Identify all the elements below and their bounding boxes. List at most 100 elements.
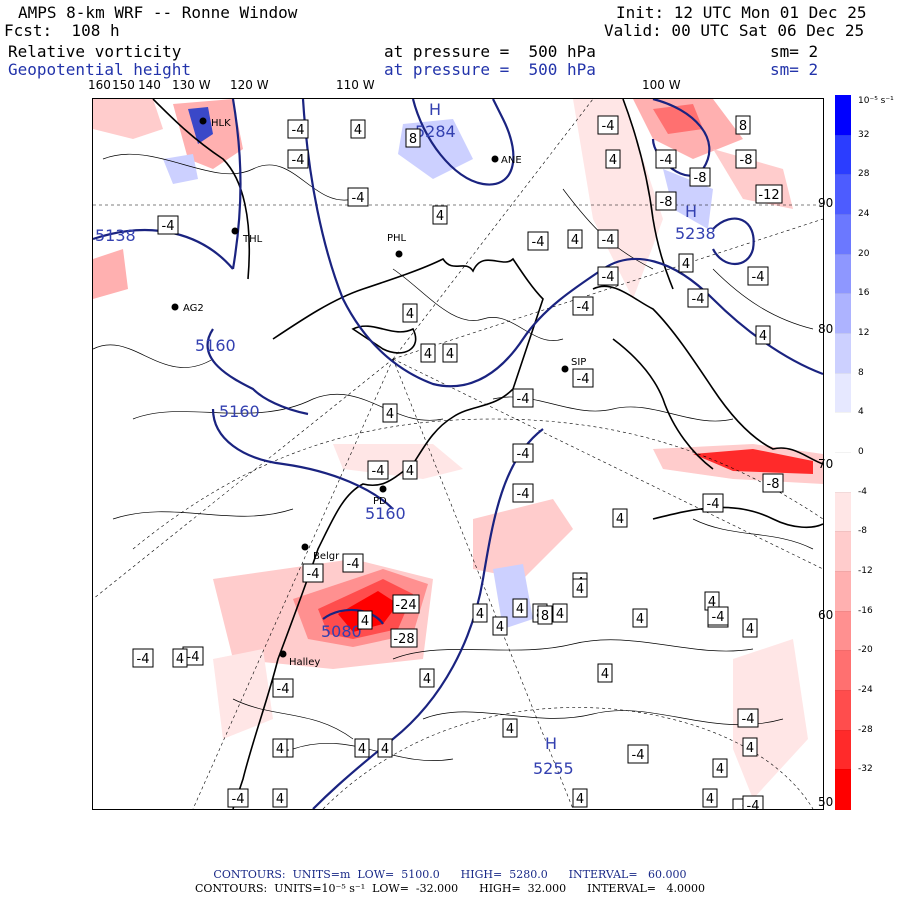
colorbar-tick: -12 xyxy=(858,566,873,576)
colorbar-cell xyxy=(835,372,851,414)
station-dot xyxy=(279,650,287,658)
vorticity-value-box: 4 xyxy=(678,253,694,273)
vorticity-value: -12 xyxy=(758,188,779,203)
vorticity-value-box: -4 xyxy=(272,678,294,698)
vorticity-value: -28 xyxy=(393,632,414,647)
vorticity-value-box: -4 xyxy=(597,266,619,286)
colorbar-cell xyxy=(835,333,851,375)
station-dot xyxy=(379,485,387,493)
station-dot xyxy=(395,250,403,258)
vorticity-contours xyxy=(93,153,814,761)
station-label: PHL xyxy=(387,233,407,244)
vorticity-value-box: -4 xyxy=(572,368,594,388)
vorticity-value: 4 xyxy=(446,347,454,362)
colorbar-tick: -32 xyxy=(858,764,873,775)
colorbar-cell xyxy=(835,174,851,216)
vorticity-value-box: -8 xyxy=(655,191,677,211)
vorticity-value: 4 xyxy=(601,667,609,682)
station-dot xyxy=(231,227,239,235)
station-dot xyxy=(301,543,309,551)
colorbar-tick: -28 xyxy=(858,724,873,735)
vorticity-value-box: -4 xyxy=(687,288,709,308)
vorticity-value: -4 xyxy=(532,235,545,250)
vorticity-value-box: 4 xyxy=(755,325,771,345)
colorbar-tick: 16 xyxy=(858,288,870,299)
station-dot xyxy=(561,365,569,373)
colorbar-tick: -20 xyxy=(858,645,873,656)
vorticity-value-box: 4 xyxy=(567,229,583,249)
vorticity-value: 4 xyxy=(386,407,394,422)
vorticity-value-box: 4 xyxy=(419,668,435,688)
colorbar-cell xyxy=(835,729,851,771)
vorticity-value: 4 xyxy=(682,257,690,272)
vorticity-value-box: 4 xyxy=(712,758,728,778)
height-label: 5255 xyxy=(533,759,574,778)
vorticity-value-box: 4 xyxy=(742,737,758,757)
vorticity-fill xyxy=(93,99,823,799)
vorticity-value: 4 xyxy=(361,614,369,629)
colorbar-cell xyxy=(835,134,851,176)
vorticity-value: 4 xyxy=(759,329,767,344)
vorticity-value-box: -4 xyxy=(132,648,154,668)
vorticity-value: 8 xyxy=(739,119,747,134)
station-label: AG2 xyxy=(183,303,204,314)
lon-label: 110 W xyxy=(336,78,375,92)
station-label: PD xyxy=(373,496,387,507)
vorticity-value-box: 4 xyxy=(442,343,458,363)
vorticity-value: 4 xyxy=(423,672,431,687)
vorticity-value: -4 xyxy=(162,219,175,234)
vorticity-value-box: -4 xyxy=(742,795,764,809)
vorticity-value: -4 xyxy=(747,799,760,809)
vorticity-value: 4 xyxy=(716,762,724,777)
vorticity-value: -8 xyxy=(694,171,707,186)
vorticity-value: 4 xyxy=(176,652,184,667)
vorticity-value: 4 xyxy=(276,742,284,757)
vorticity-value: -4 xyxy=(292,153,305,168)
vorticity-value: 4 xyxy=(576,582,584,597)
vorticity-value-box: 4 xyxy=(702,788,718,808)
colorbar-tick: 20 xyxy=(858,248,870,259)
height-label: 5160 xyxy=(219,402,260,421)
vorticity-value-box: 4 xyxy=(502,718,518,738)
vorticity-value: 4 xyxy=(358,742,366,757)
lon-label: 160 xyxy=(88,78,111,92)
vorticity-value-box: 4 xyxy=(432,205,448,225)
vorticity-value-box: 4 xyxy=(272,788,288,808)
colorbar-cell xyxy=(835,452,851,494)
vorticity-value: 4 xyxy=(506,722,514,737)
vorticity-value: -8 xyxy=(660,195,673,210)
vorticity-value: -8 xyxy=(740,153,753,168)
vorticity-value-box: 4 xyxy=(632,608,648,628)
field1-name: Relative vorticity xyxy=(8,42,182,61)
vorticity-value: -4 xyxy=(602,119,615,134)
station-label: Halley xyxy=(289,657,320,668)
vorticity-value: 4 xyxy=(406,307,414,322)
colorbar-cell xyxy=(835,769,851,811)
vorticity-value-box: 8 xyxy=(405,128,421,148)
vorticity-value: -4 xyxy=(352,191,365,206)
vorticity-value-box: -4 xyxy=(512,388,534,408)
vorticity-value: -4 xyxy=(372,464,385,479)
vorticity-value-box: -4 xyxy=(572,296,594,316)
vorticity-value-box: 4 xyxy=(402,303,418,323)
vorticity-value: -24 xyxy=(395,598,416,613)
vorticity-value: -4 xyxy=(692,292,705,307)
vorticity-value: -4 xyxy=(187,650,200,665)
vorticity-value-box: -4 xyxy=(707,606,729,626)
colorbar-cell xyxy=(835,531,851,573)
station-label: HLK xyxy=(211,118,231,129)
vorticity-value-box: 4 xyxy=(552,603,568,623)
footer-height-contours: CONTOURS: UNITS=m LOW= 5100.0 HIGH= 5280… xyxy=(213,868,687,881)
vorticity-value-box: -4 xyxy=(702,493,724,513)
vorticity-value: 4 xyxy=(424,347,432,362)
height-label: 5138 xyxy=(95,226,136,245)
vorticity-value-box: 4 xyxy=(612,508,628,528)
colorbar-cell xyxy=(835,491,851,533)
vorticity-value-box: 8 xyxy=(537,605,553,625)
footer-vorticity-contours: CONTOURS: UNITS=10⁻⁵ s⁻¹ LOW= -32.000 HI… xyxy=(195,882,705,895)
high-marker: H xyxy=(545,734,557,753)
vorticity-value: 8 xyxy=(541,609,549,624)
station-dot xyxy=(491,155,499,163)
vorticity-value: 4 xyxy=(706,792,714,807)
vorticity-value: 4 xyxy=(609,153,617,168)
